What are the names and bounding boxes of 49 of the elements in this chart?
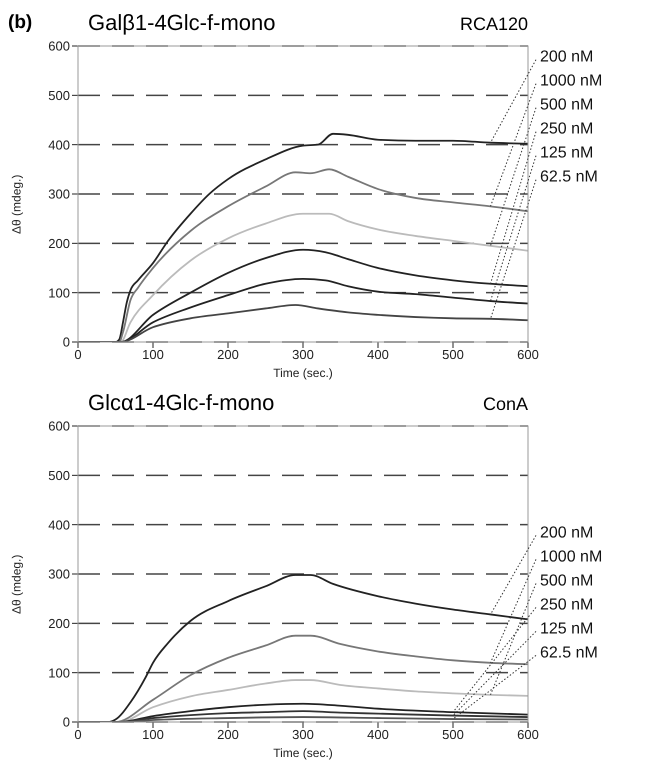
x-tick-label: 600 [517, 727, 539, 742]
chart-subtitle: ConA [482, 394, 528, 415]
y-tick-label: 100 [48, 285, 70, 300]
x-tick-label: 100 [142, 347, 164, 362]
y-tick-label: 200 [48, 236, 70, 251]
y-tick-label: 0 [62, 334, 70, 350]
x-tick-label: 500 [442, 347, 464, 362]
x-tick-label: 300 [292, 347, 314, 362]
x-tick-label: 400 [367, 347, 389, 362]
chart-subtitle: RCA120 [460, 14, 528, 35]
y-tick-label: 300 [48, 186, 70, 202]
text: 62.5 nM [540, 644, 598, 662]
x-tick-label: 0 [74, 727, 82, 742]
y-tick-label: 0 [62, 714, 70, 730]
x-axis-title: Time (sec.) [272, 366, 334, 380]
text: 125 nM [540, 144, 594, 162]
x-tick-label: 200 [217, 347, 239, 362]
y-axis-title: Δθ (mdeg.) [9, 174, 24, 234]
x-tick-label: 100 [142, 727, 164, 742]
text: 200 nM [540, 48, 594, 66]
y-tick-label: 500 [48, 468, 70, 483]
x-tick-label: 0 [74, 347, 82, 362]
text: 200 nM [540, 524, 594, 542]
text: (b) [8, 12, 32, 34]
chart-title: Glcα1-4Glc-f-mono [88, 390, 274, 416]
chart-title: Galβ1-4Glc-f-mono [88, 10, 276, 36]
text: 250 nM [540, 120, 594, 138]
text: 62.5 nM [540, 168, 598, 186]
x-axis-title: Time (sec.) [272, 746, 334, 760]
y-tick-label: 400 [48, 137, 70, 152]
y-axis-title: Δθ (mdeg.) [9, 554, 24, 614]
y-tick-label: 600 [48, 418, 70, 434]
text: 1000 nM [540, 72, 602, 90]
x-tick-label: 200 [217, 727, 239, 742]
x-tick-label: 400 [367, 727, 389, 742]
text: 125 nM [540, 620, 594, 638]
text: 500 nM [540, 572, 594, 590]
y-tick-label: 200 [48, 616, 70, 631]
x-tick-label: 500 [442, 727, 464, 742]
text: 250 nM [540, 596, 594, 614]
text: 1000 nM [540, 548, 602, 566]
y-tick-label: 300 [48, 566, 70, 582]
x-tick-label: 600 [517, 347, 539, 362]
text: 500 nM [540, 96, 594, 114]
x-tick-label: 300 [292, 727, 314, 742]
y-tick-label: 600 [48, 38, 70, 54]
y-tick-label: 100 [48, 665, 70, 680]
y-tick-label: 500 [48, 88, 70, 103]
y-tick-label: 400 [48, 517, 70, 532]
